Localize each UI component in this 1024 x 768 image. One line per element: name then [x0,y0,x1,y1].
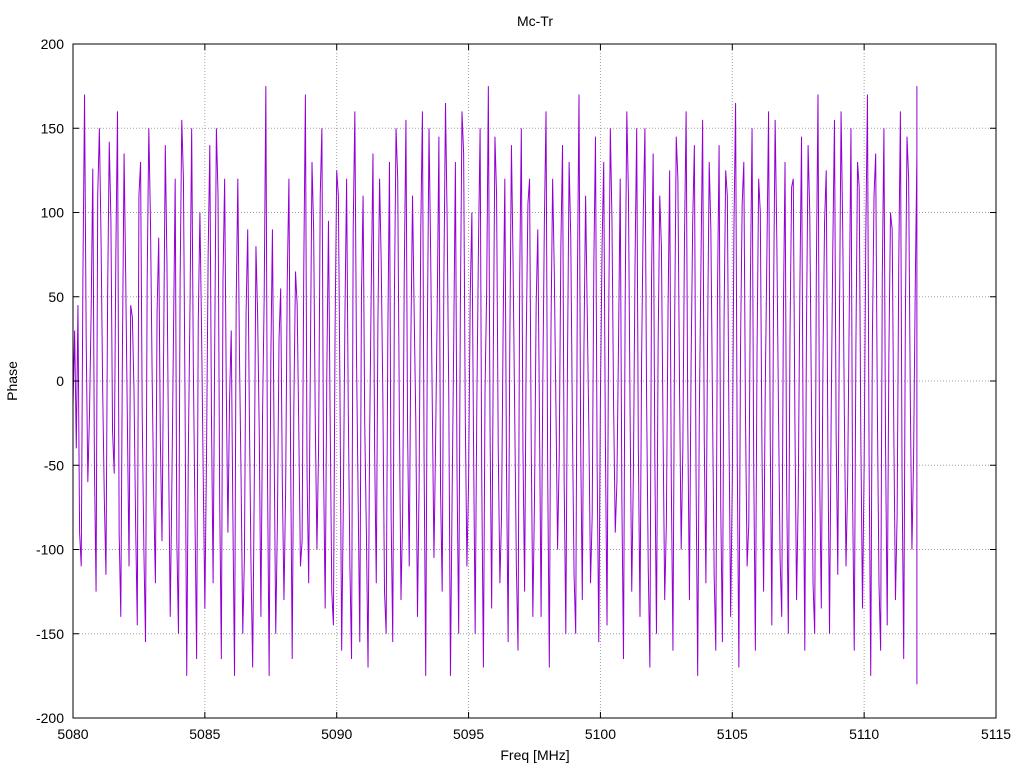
y-tick-label: -50 [44,457,64,473]
x-tick-label: 5115 [981,726,1011,742]
y-tick-label: -100 [36,542,64,558]
y-tick-label: -200 [36,710,64,726]
tick-marks [72,43,997,719]
y-tick-label: 100 [41,205,65,221]
x-tick-label: 5090 [321,726,352,742]
y-tick-label: 150 [41,120,65,136]
x-tick-labels: 5080 5085 5090 5095 5100 5105 5110 5115 [57,726,1011,742]
chart-title: Mc-Tr [517,13,553,29]
x-axis-label: Freq [MHz] [500,747,569,763]
x-tick-label: 5105 [717,726,748,742]
x-tick-label: 5095 [453,726,484,742]
y-axis-label: Phase [4,361,20,401]
x-tick-label: 5085 [189,726,220,742]
y-tick-label: 200 [41,36,65,52]
y-tick-label: 50 [48,289,64,305]
y-tick-label: 0 [56,373,64,389]
x-tick-label: 5100 [585,726,616,742]
series-group [72,86,918,685]
y-tick-label: -150 [36,626,64,642]
y-tick-labels: -200 -150 -100 -50 0 50 100 150 200 [36,36,64,726]
phase-series-line [72,86,918,685]
x-tick-label: 5080 [57,726,88,742]
x-tick-label: 5110 [849,726,879,742]
